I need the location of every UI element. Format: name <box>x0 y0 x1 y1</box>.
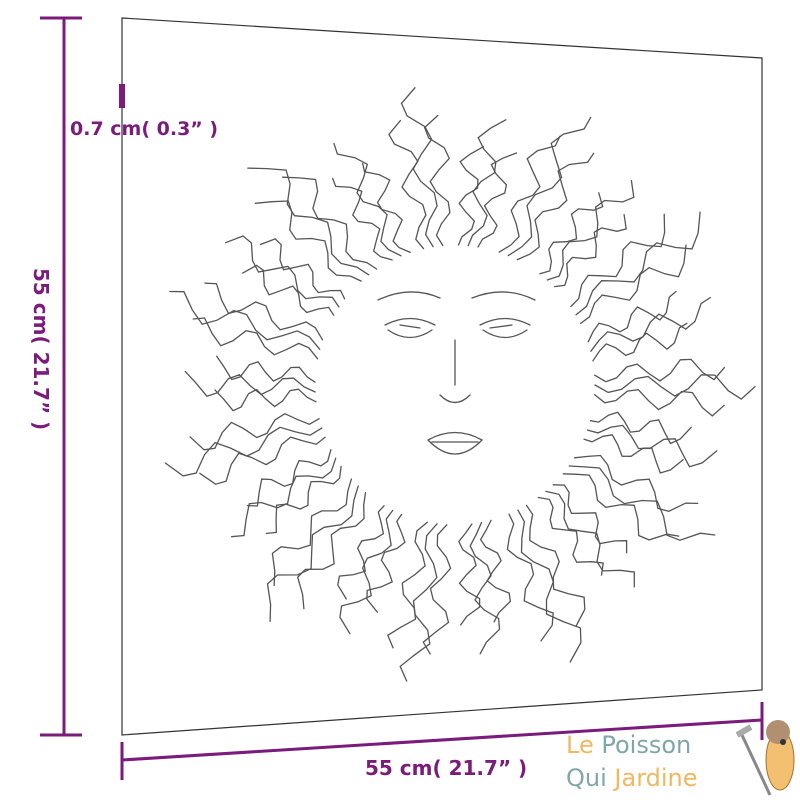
sun-ray <box>525 504 586 628</box>
height-label: 55 cm( 21.7” ) <box>29 268 53 430</box>
sun-ray <box>573 454 699 512</box>
sun-ray <box>507 116 592 257</box>
sun-ray <box>184 370 316 397</box>
sun-ray <box>552 484 628 554</box>
height-dimension-line <box>40 16 82 737</box>
sun-ray <box>467 119 507 247</box>
svg-text:Le Poisson: Le Poisson <box>566 731 691 759</box>
sun-ray <box>296 492 367 610</box>
sun-ray <box>587 290 677 343</box>
sun-ray <box>169 290 321 350</box>
sun-ray <box>214 388 317 412</box>
sun-ray <box>590 296 712 352</box>
sun-ray <box>216 355 316 383</box>
sun-ray <box>583 434 684 474</box>
width-dimension-line <box>120 702 764 780</box>
sun-ray <box>469 521 501 655</box>
sun-ray <box>199 436 326 485</box>
sun-ray <box>568 465 716 541</box>
sun-ray <box>498 135 561 253</box>
sun-ray <box>422 524 452 655</box>
sun-ray <box>594 374 756 400</box>
sun-ray <box>399 523 438 682</box>
sun-ray <box>570 213 666 308</box>
sun-ray <box>506 513 554 642</box>
sun-ray <box>423 114 451 247</box>
right-eye <box>479 317 531 339</box>
sun-ray <box>553 214 627 288</box>
sun-ray <box>204 282 324 341</box>
sun-ray <box>545 490 635 588</box>
sun-ray <box>537 496 604 576</box>
sun-ray <box>281 176 378 270</box>
sun-ray <box>366 513 406 613</box>
sun-ray <box>539 192 604 275</box>
sun-ray <box>259 238 346 300</box>
pupils <box>399 324 513 329</box>
lips <box>427 431 484 455</box>
sun-ray <box>271 478 353 587</box>
sun-ray <box>457 146 485 246</box>
sun-ray <box>192 317 319 360</box>
sun-ray <box>230 457 337 538</box>
sun-ray <box>479 519 511 623</box>
sun-ray <box>246 449 332 507</box>
sun-ray <box>266 485 359 622</box>
nose <box>439 339 471 404</box>
sun-ray <box>242 264 335 316</box>
sun-ray <box>247 167 370 276</box>
fish-mascot-icon <box>735 720 795 796</box>
sun-panel <box>121 17 763 736</box>
svg-text:Qui Jardine: Qui Jardine <box>566 764 698 792</box>
sun-ray <box>362 162 411 254</box>
sun-ray <box>546 179 635 281</box>
sun-ray <box>592 322 688 362</box>
sun-ray <box>517 509 582 663</box>
sun-ray <box>477 152 518 248</box>
sun-ray <box>388 119 427 250</box>
sun-ray <box>580 244 687 325</box>
le-poisson-qui-jardine-logo: Le Poisson Qui Jardine <box>566 720 795 796</box>
sun-ray <box>562 473 680 541</box>
thickness-marker <box>119 84 125 108</box>
sun-ray <box>164 426 323 477</box>
brows <box>377 291 536 301</box>
thickness-label: 0.7 cm( 0.3” ) <box>70 118 218 140</box>
sun-ray <box>224 235 340 308</box>
sun-ray <box>386 521 428 649</box>
sun-ray <box>265 465 342 535</box>
sun-ray <box>575 211 701 316</box>
width-label: 55 cm( 21.7” ) <box>365 756 527 780</box>
sun-ray <box>516 152 595 261</box>
sun-ray <box>337 505 385 600</box>
sun-ray <box>400 87 438 248</box>
sun-ray <box>189 412 320 451</box>
sun-ray <box>589 411 692 445</box>
sun-ray <box>594 358 726 383</box>
sun-ray <box>339 509 394 635</box>
sun-ray <box>332 177 393 261</box>
sun-cutout-pattern <box>164 87 756 682</box>
left-eye <box>384 317 436 339</box>
sun-ray <box>458 523 481 626</box>
sun-ray <box>333 142 402 257</box>
sun-ray <box>594 389 725 417</box>
